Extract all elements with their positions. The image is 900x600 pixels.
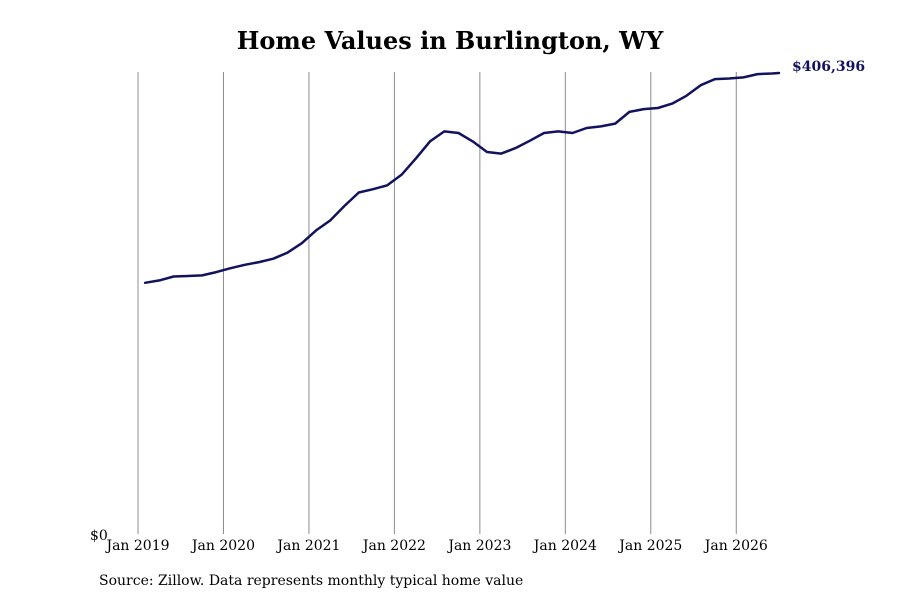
x-tick-label: Jan 2021 [275,538,340,554]
x-tick-label: Jan 2025 [617,538,682,554]
x-tick-label: Jan 2022 [361,538,426,554]
x-tick-label: Jan 2023 [446,538,511,554]
x-tick-label: Jan 2019 [104,538,169,554]
x-tick-label: Jan 2020 [190,538,255,554]
chart-title: Home Values in Burlington, WY [236,26,664,55]
source-note: Source: Zillow. Data represents monthly … [99,573,524,589]
y-axis-min-label: $0 [90,528,108,544]
x-axis-ticks: Jan 2019 Jan 2020 Jan 2021 Jan 2022 Jan 2023… [104,538,767,554]
home-value-series-line [143,71,781,285]
latest-value-label: $406,396 [792,59,865,75]
grid-lines [137,72,737,534]
x-tick-label: Jan 2024 [532,538,597,554]
x-tick-label: Jan 2026 [703,538,768,554]
